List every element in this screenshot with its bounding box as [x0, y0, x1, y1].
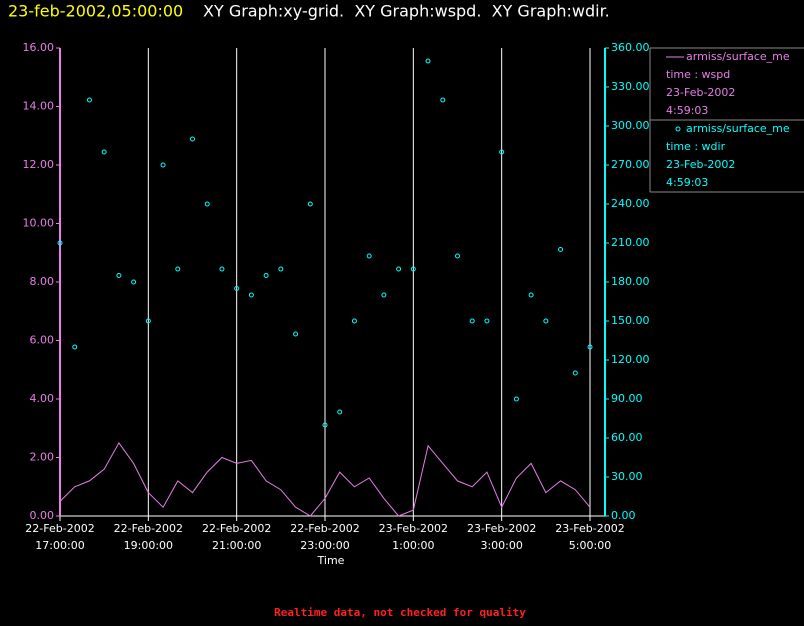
data-point	[190, 136, 195, 142]
data-point	[396, 266, 402, 272]
y-tick-label: 2.00	[30, 451, 55, 464]
data-point	[145, 318, 151, 324]
x-tick-label: 22-Feb-2002	[202, 522, 271, 535]
x-tick-label: 5:00:00	[569, 539, 611, 552]
legend-detail: 4:59:03	[666, 176, 708, 189]
data-point	[160, 162, 166, 168]
x-tick-label: 21:00:00	[212, 539, 261, 552]
data-point	[204, 201, 210, 207]
data-point	[116, 273, 122, 278]
y2-tick-label: 330.00	[611, 80, 650, 93]
data-point	[248, 292, 254, 298]
x-axis-title: Time	[317, 554, 345, 567]
x-tick-label: 23:00:00	[300, 539, 349, 552]
x-tick-label: 23-Feb-2002	[379, 522, 448, 535]
data-point	[469, 318, 475, 324]
y-tick-label: 10.00	[23, 217, 55, 230]
data-point	[366, 253, 372, 259]
y2-tick-label: 300.00	[611, 119, 650, 132]
y2-tick-label: 270.00	[611, 158, 650, 171]
y2-tick-label: 240.00	[611, 197, 650, 210]
legend-detail: 4:59:03	[666, 104, 708, 117]
data-point	[499, 149, 505, 155]
y-tick-label: 8.00	[30, 275, 55, 288]
y2-tick-label: 0.00	[611, 509, 636, 522]
y2-tick-label: 180.00	[611, 275, 650, 288]
data-point	[513, 396, 519, 402]
x-tick-label: 22-Feb-2002	[290, 522, 359, 535]
data-point	[234, 286, 240, 291]
y2-tick-label: 150.00	[611, 314, 650, 327]
y-tick-label: 14.00	[23, 100, 55, 113]
data-point	[440, 97, 446, 103]
data-point	[337, 409, 343, 415]
legend-detail: 23-Feb-2002	[666, 86, 735, 99]
x-tick-label: 1:00:00	[392, 539, 434, 552]
x-tick-label: 22-Feb-2002	[114, 522, 183, 535]
y2-tick-label: 90.00	[611, 392, 643, 405]
data-point	[558, 247, 564, 252]
y-tick-label: 16.00	[23, 41, 55, 54]
x-tick-label: 17:00:00	[35, 539, 84, 552]
data-point	[131, 279, 137, 285]
y-tick-label: 0.00	[30, 509, 55, 522]
y2-tick-label: 30.00	[611, 470, 643, 483]
data-point	[101, 149, 107, 155]
data-point	[351, 318, 357, 324]
footer-note: Realtime data, not checked for quality	[274, 606, 526, 619]
legend-label: armiss/surface_me	[686, 122, 790, 135]
data-point	[322, 422, 328, 428]
data-point	[72, 344, 78, 350]
data-point	[587, 344, 593, 350]
y-tick-label: 4.00	[30, 392, 55, 405]
data-point	[307, 201, 313, 207]
data-point	[263, 273, 269, 278]
y2-tick-label: 60.00	[611, 431, 643, 444]
legend-detail: time : wspd	[666, 68, 730, 81]
data-point	[572, 370, 578, 376]
legend-swatch	[675, 126, 681, 132]
timestamp: 23-feb-2002,05:00:00	[8, 2, 183, 21]
data-point	[86, 97, 92, 103]
graph-list: XY Graph:xy-grid. XY Graph:wspd. XY Grap…	[203, 2, 610, 21]
data-point	[57, 240, 63, 246]
y2-tick-label: 120.00	[611, 353, 650, 366]
data-point	[455, 253, 460, 259]
x-tick-label: 19:00:00	[124, 539, 173, 552]
data-point	[410, 266, 416, 272]
x-tick-label: 23-Feb-2002	[555, 522, 624, 535]
y-tick-label: 6.00	[30, 334, 55, 347]
data-point	[278, 266, 284, 272]
data-point	[293, 331, 299, 337]
legend-detail: 23-Feb-2002	[666, 158, 735, 171]
data-point	[219, 266, 225, 272]
x-tick-label: 22-Feb-2002	[25, 522, 94, 535]
x-tick-label: 23-Feb-2002	[467, 522, 536, 535]
data-point	[484, 318, 490, 324]
data-point	[528, 292, 534, 298]
data-point	[381, 292, 387, 298]
legend-detail: time : wdir	[666, 140, 726, 153]
y2-tick-label: 360.00	[611, 41, 650, 54]
data-line	[59, 441, 591, 517]
y2-tick-label: 210.00	[611, 236, 650, 249]
data-point	[175, 266, 181, 272]
y-tick-label: 12.00	[23, 158, 55, 171]
legend-label: armiss/surface_me	[686, 50, 790, 63]
data-point	[425, 58, 431, 64]
data-point	[543, 318, 549, 324]
x-tick-label: 3:00:00	[480, 539, 522, 552]
